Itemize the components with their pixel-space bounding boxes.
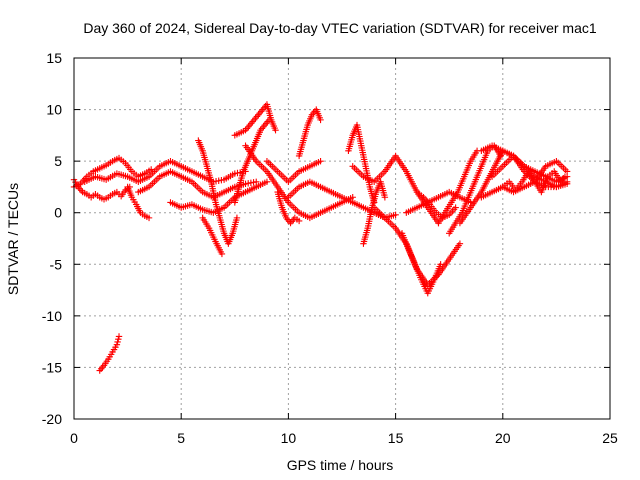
chart-title: Day 360 of 2024, Sidereal Day-to-day VTE… [83,20,596,36]
series-arc-7 [195,137,241,247]
data-point [437,261,444,268]
data-point [392,211,399,218]
series-arc-15 [295,106,324,160]
x-tick-label: 20 [495,430,511,446]
y-tick-label: 0 [54,205,62,221]
data-point [145,214,153,222]
data-point [265,116,273,124]
series-arc-30 [499,168,569,196]
series-arc-9 [199,214,226,258]
x-tick-label: 15 [388,430,404,446]
tick-label-layer: 0 5 10 15 20 25 15 10 5 0 -5 -10 -15 -20 [42,50,618,446]
data-point-sample [114,338,121,346]
data-point [263,178,271,185]
series-arc-21 [398,230,444,297]
data-point [317,157,324,165]
series-arc-3 [81,157,249,185]
data-point [233,214,241,222]
series-arc-23 [413,188,459,222]
data-point [218,250,226,258]
data-point [456,240,464,247]
series-arc-5 [96,333,123,374]
data-point [272,127,279,134]
series-arc-17 [345,121,378,206]
y-tick-label: -5 [50,256,63,272]
y-tick-label: -20 [42,411,62,427]
data-point [295,217,303,225]
data-point [563,168,571,175]
x-tick-label: 25 [602,430,618,446]
x-tick-label: 0 [70,430,78,446]
y-tick-label: 10 [46,102,62,118]
data-point [113,341,121,348]
series-arc-14 [274,188,303,227]
y-tick-label: -15 [42,359,62,375]
data-point [115,333,123,340]
series-arc-4 [124,183,153,222]
x-axis-label: GPS time / hours [287,457,394,473]
x-tick-label: 5 [177,430,185,446]
plot-frame [73,57,611,420]
data-point-sample [115,336,122,343]
y-axis-label: SDTVAR / TECUs [5,183,21,295]
x-tick-label: 10 [281,430,297,446]
data-point [563,180,571,188]
series-arc-2 [70,154,155,191]
y-tick-label: 15 [46,50,62,66]
marker-layer [70,101,571,374]
y-tick-label: 5 [54,153,62,169]
data-point [381,194,389,201]
data-point [452,204,459,211]
data-point [317,116,324,124]
series-arc-24 [435,147,481,227]
series-arc-18 [360,178,389,247]
y-tick-label: -10 [42,308,62,324]
series-arc-13 [263,157,324,185]
data-point [561,173,569,180]
